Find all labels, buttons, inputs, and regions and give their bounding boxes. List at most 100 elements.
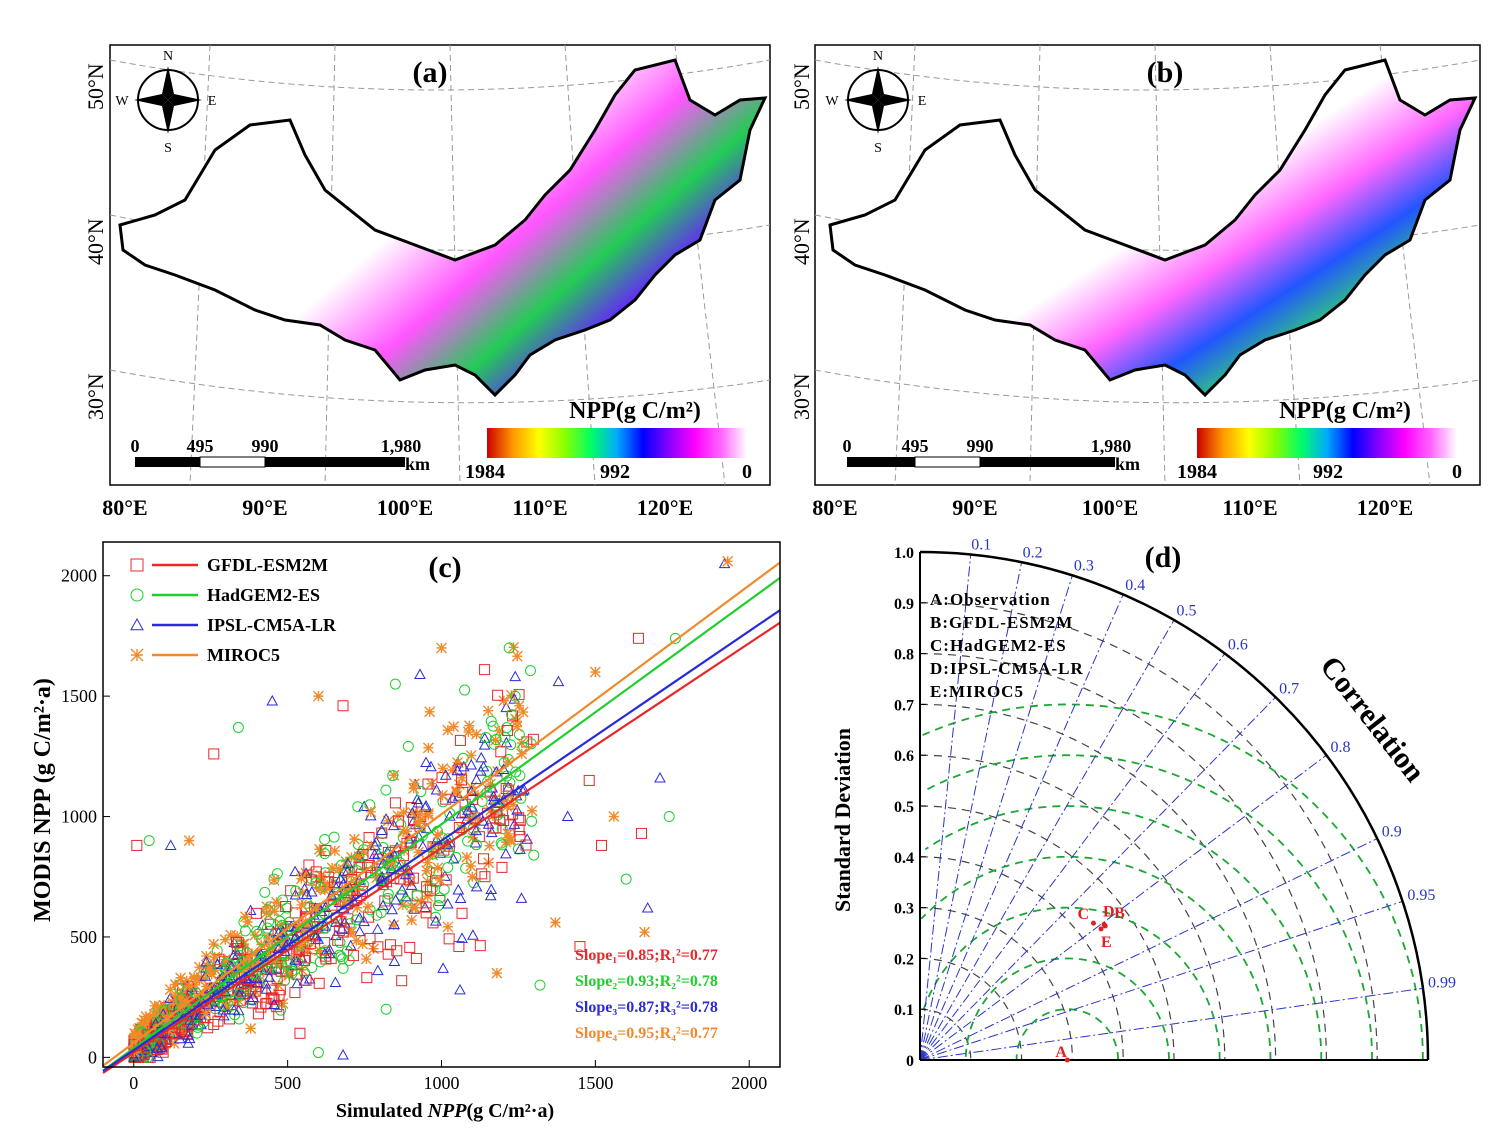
scatter-point: [498, 695, 510, 707]
scatter-point: [453, 778, 465, 790]
scatter-point: [239, 925, 251, 937]
scatter-point: [485, 883, 498, 895]
compass-icon: N S W E: [115, 49, 216, 156]
scatter-point: [318, 920, 331, 931]
scatter-point: [420, 901, 432, 913]
scatter-point: [290, 885, 302, 897]
scatter-point: [218, 1009, 230, 1021]
scatter-point: [296, 899, 308, 911]
scatter-point: [663, 811, 675, 823]
svg-text:120°E: 120°E: [1357, 495, 1413, 520]
scatter-point: [722, 555, 734, 567]
correlation-ray: [919, 619, 1175, 1061]
region-shape: [828, 58, 1478, 398]
y-tick-label: 1500: [61, 686, 97, 706]
scatter-point: [384, 939, 396, 951]
scatter-point: [167, 1028, 179, 1040]
scatter-point: [277, 997, 289, 1009]
svg-text:90°E: 90°E: [952, 495, 997, 520]
scatter-point: [266, 694, 279, 706]
scatter-point: [242, 916, 254, 928]
scatter-point: [481, 787, 493, 799]
scatter-point: [283, 968, 295, 980]
scatter-point: [503, 834, 515, 846]
std-arc: [919, 907, 1073, 1061]
scatter-point: [250, 907, 262, 919]
scatter-point: [500, 701, 513, 713]
scatter-point: [208, 1018, 220, 1030]
scatter-point: [245, 983, 257, 995]
scatter-point: [453, 941, 465, 953]
scatter-point: [513, 729, 525, 741]
scatter-point: [477, 760, 490, 772]
scatter-point: [380, 1003, 392, 1015]
y-tick-label: 500: [70, 927, 97, 947]
scatter-point: [422, 778, 434, 790]
std-arc: [919, 1008, 972, 1061]
svg-text:495: 495: [902, 436, 929, 456]
scatter-point: [462, 726, 474, 738]
scatter-point: [442, 921, 454, 933]
scatter-point: [261, 901, 273, 913]
scatter-point: [454, 983, 466, 995]
scatter-point: [209, 951, 221, 963]
scatter-point: [510, 766, 522, 778]
scatter-point: [164, 839, 177, 850]
taylor-point: [1098, 926, 1104, 932]
scatter-point: [306, 885, 318, 897]
scatter-point: [334, 872, 347, 884]
scatter-point: [465, 758, 478, 770]
scatter-point: [273, 1009, 285, 1021]
scatter-point: [403, 874, 415, 886]
scatter-point: [478, 853, 490, 865]
svg-text:N: N: [873, 49, 883, 64]
scatter-point: [252, 1008, 264, 1020]
scatter-point: [429, 915, 442, 926]
scatter-point: [476, 868, 488, 880]
scatter-point: [353, 851, 365, 863]
scatter-point: [200, 1008, 212, 1020]
scatter-point: [382, 892, 394, 904]
scatter-point: [180, 995, 192, 1006]
scatter-point: [512, 843, 524, 855]
taylor-point: [1064, 1057, 1070, 1063]
scatter-point: [419, 801, 432, 812]
scatter-point: [620, 873, 632, 885]
scatter-point: [508, 693, 521, 704]
scatter-point: [260, 998, 272, 1010]
scatter-panel-c: 0 500 1000 1500 2000 0 500 1000 1500 2000 (c) Si…: [30, 541, 781, 1122]
scatter-point: [303, 973, 316, 984]
scatter-point: [370, 835, 383, 847]
scatter-point: [507, 799, 519, 811]
scatter-point: [385, 857, 397, 869]
scatter-point: [368, 943, 380, 955]
scatter-point: [422, 742, 434, 754]
taylor-point-label: C: [1077, 906, 1089, 923]
scatter-point: [447, 852, 460, 864]
map-frame: [109, 44, 771, 486]
legend-entry: B:GFDL-ESM2M: [930, 613, 1073, 632]
regression-line: [102, 576, 781, 1072]
scatter-point: [442, 846, 454, 858]
scatter-point: [450, 851, 462, 863]
legend-title: NPP(g C/m²): [1279, 398, 1411, 424]
svg-text:40°N: 40°N: [789, 218, 814, 265]
scatter-point: [406, 914, 418, 926]
scatter-point: [251, 976, 264, 988]
scatter-point: [461, 851, 473, 863]
scatter-point: [506, 709, 518, 721]
scatter-point: [507, 710, 519, 722]
regression-line: [102, 621, 781, 1074]
scatter-point: [193, 961, 205, 973]
scatter-point: [295, 873, 307, 885]
taylor-point: [1090, 920, 1096, 926]
scatter-point: [495, 746, 507, 758]
svg-text:100°E: 100°E: [377, 495, 433, 520]
svg-text:992: 992: [1313, 461, 1343, 483]
scatter-point: [475, 751, 488, 763]
scatter-point: [319, 947, 331, 959]
scatter-point: [357, 848, 369, 860]
scatter-point: [371, 923, 384, 934]
scatter-point: [247, 991, 260, 1002]
std-tick-label: 1.0: [894, 545, 914, 562]
